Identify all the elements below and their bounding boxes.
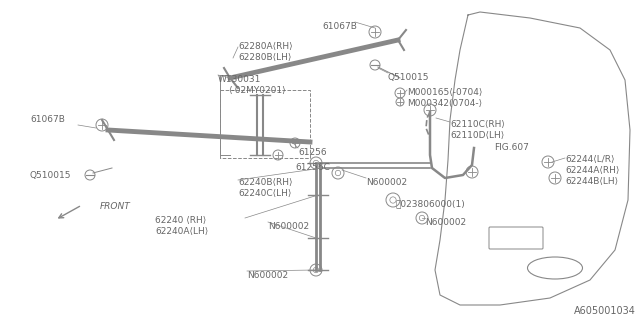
Text: FRONT: FRONT — [100, 202, 131, 211]
Text: A605001034: A605001034 — [574, 306, 636, 316]
Text: 61256: 61256 — [298, 148, 326, 157]
Text: 62244B⟨LH⟩: 62244B⟨LH⟩ — [565, 177, 618, 186]
Text: M000342(0704-⟩: M000342(0704-⟩ — [407, 99, 482, 108]
Text: Q510015: Q510015 — [388, 73, 429, 82]
Text: 62244A⟨RH⟩: 62244A⟨RH⟩ — [565, 166, 620, 175]
Text: 61067B: 61067B — [30, 115, 65, 124]
Text: 62240 ⟨RH⟩: 62240 ⟨RH⟩ — [155, 216, 206, 225]
Text: ⟨-02MY0201⟩: ⟨-02MY0201⟩ — [228, 86, 285, 95]
Text: Ⓝ023806000(1): Ⓝ023806000(1) — [395, 199, 465, 208]
Text: N600002: N600002 — [425, 218, 466, 227]
Text: 62240A⟨LH⟩: 62240A⟨LH⟩ — [155, 227, 208, 236]
Text: 62240C⟨LH⟩: 62240C⟨LH⟩ — [238, 189, 291, 198]
Text: N600002: N600002 — [366, 178, 407, 187]
Text: 61067B: 61067B — [323, 22, 357, 31]
Text: 62244⟨L/R⟩: 62244⟨L/R⟩ — [565, 155, 614, 164]
Text: 62280B⟨LH⟩: 62280B⟨LH⟩ — [238, 53, 291, 62]
Text: 62110D⟨LH⟩: 62110D⟨LH⟩ — [450, 131, 504, 140]
Text: 62110C⟨RH⟩: 62110C⟨RH⟩ — [450, 120, 505, 129]
Text: FIG.607: FIG.607 — [494, 143, 529, 152]
Text: 61256C: 61256C — [295, 163, 330, 172]
Text: 62280A⟨RH⟩: 62280A⟨RH⟩ — [238, 42, 292, 51]
Text: N600002: N600002 — [268, 222, 309, 231]
Text: 62240B⟨RH⟩: 62240B⟨RH⟩ — [238, 178, 292, 187]
Text: N600002: N600002 — [247, 271, 288, 280]
Text: M000165⟨-0704⟩: M000165⟨-0704⟩ — [407, 88, 483, 97]
Text: Q510015: Q510015 — [30, 171, 72, 180]
Text: W130031: W130031 — [218, 75, 261, 84]
